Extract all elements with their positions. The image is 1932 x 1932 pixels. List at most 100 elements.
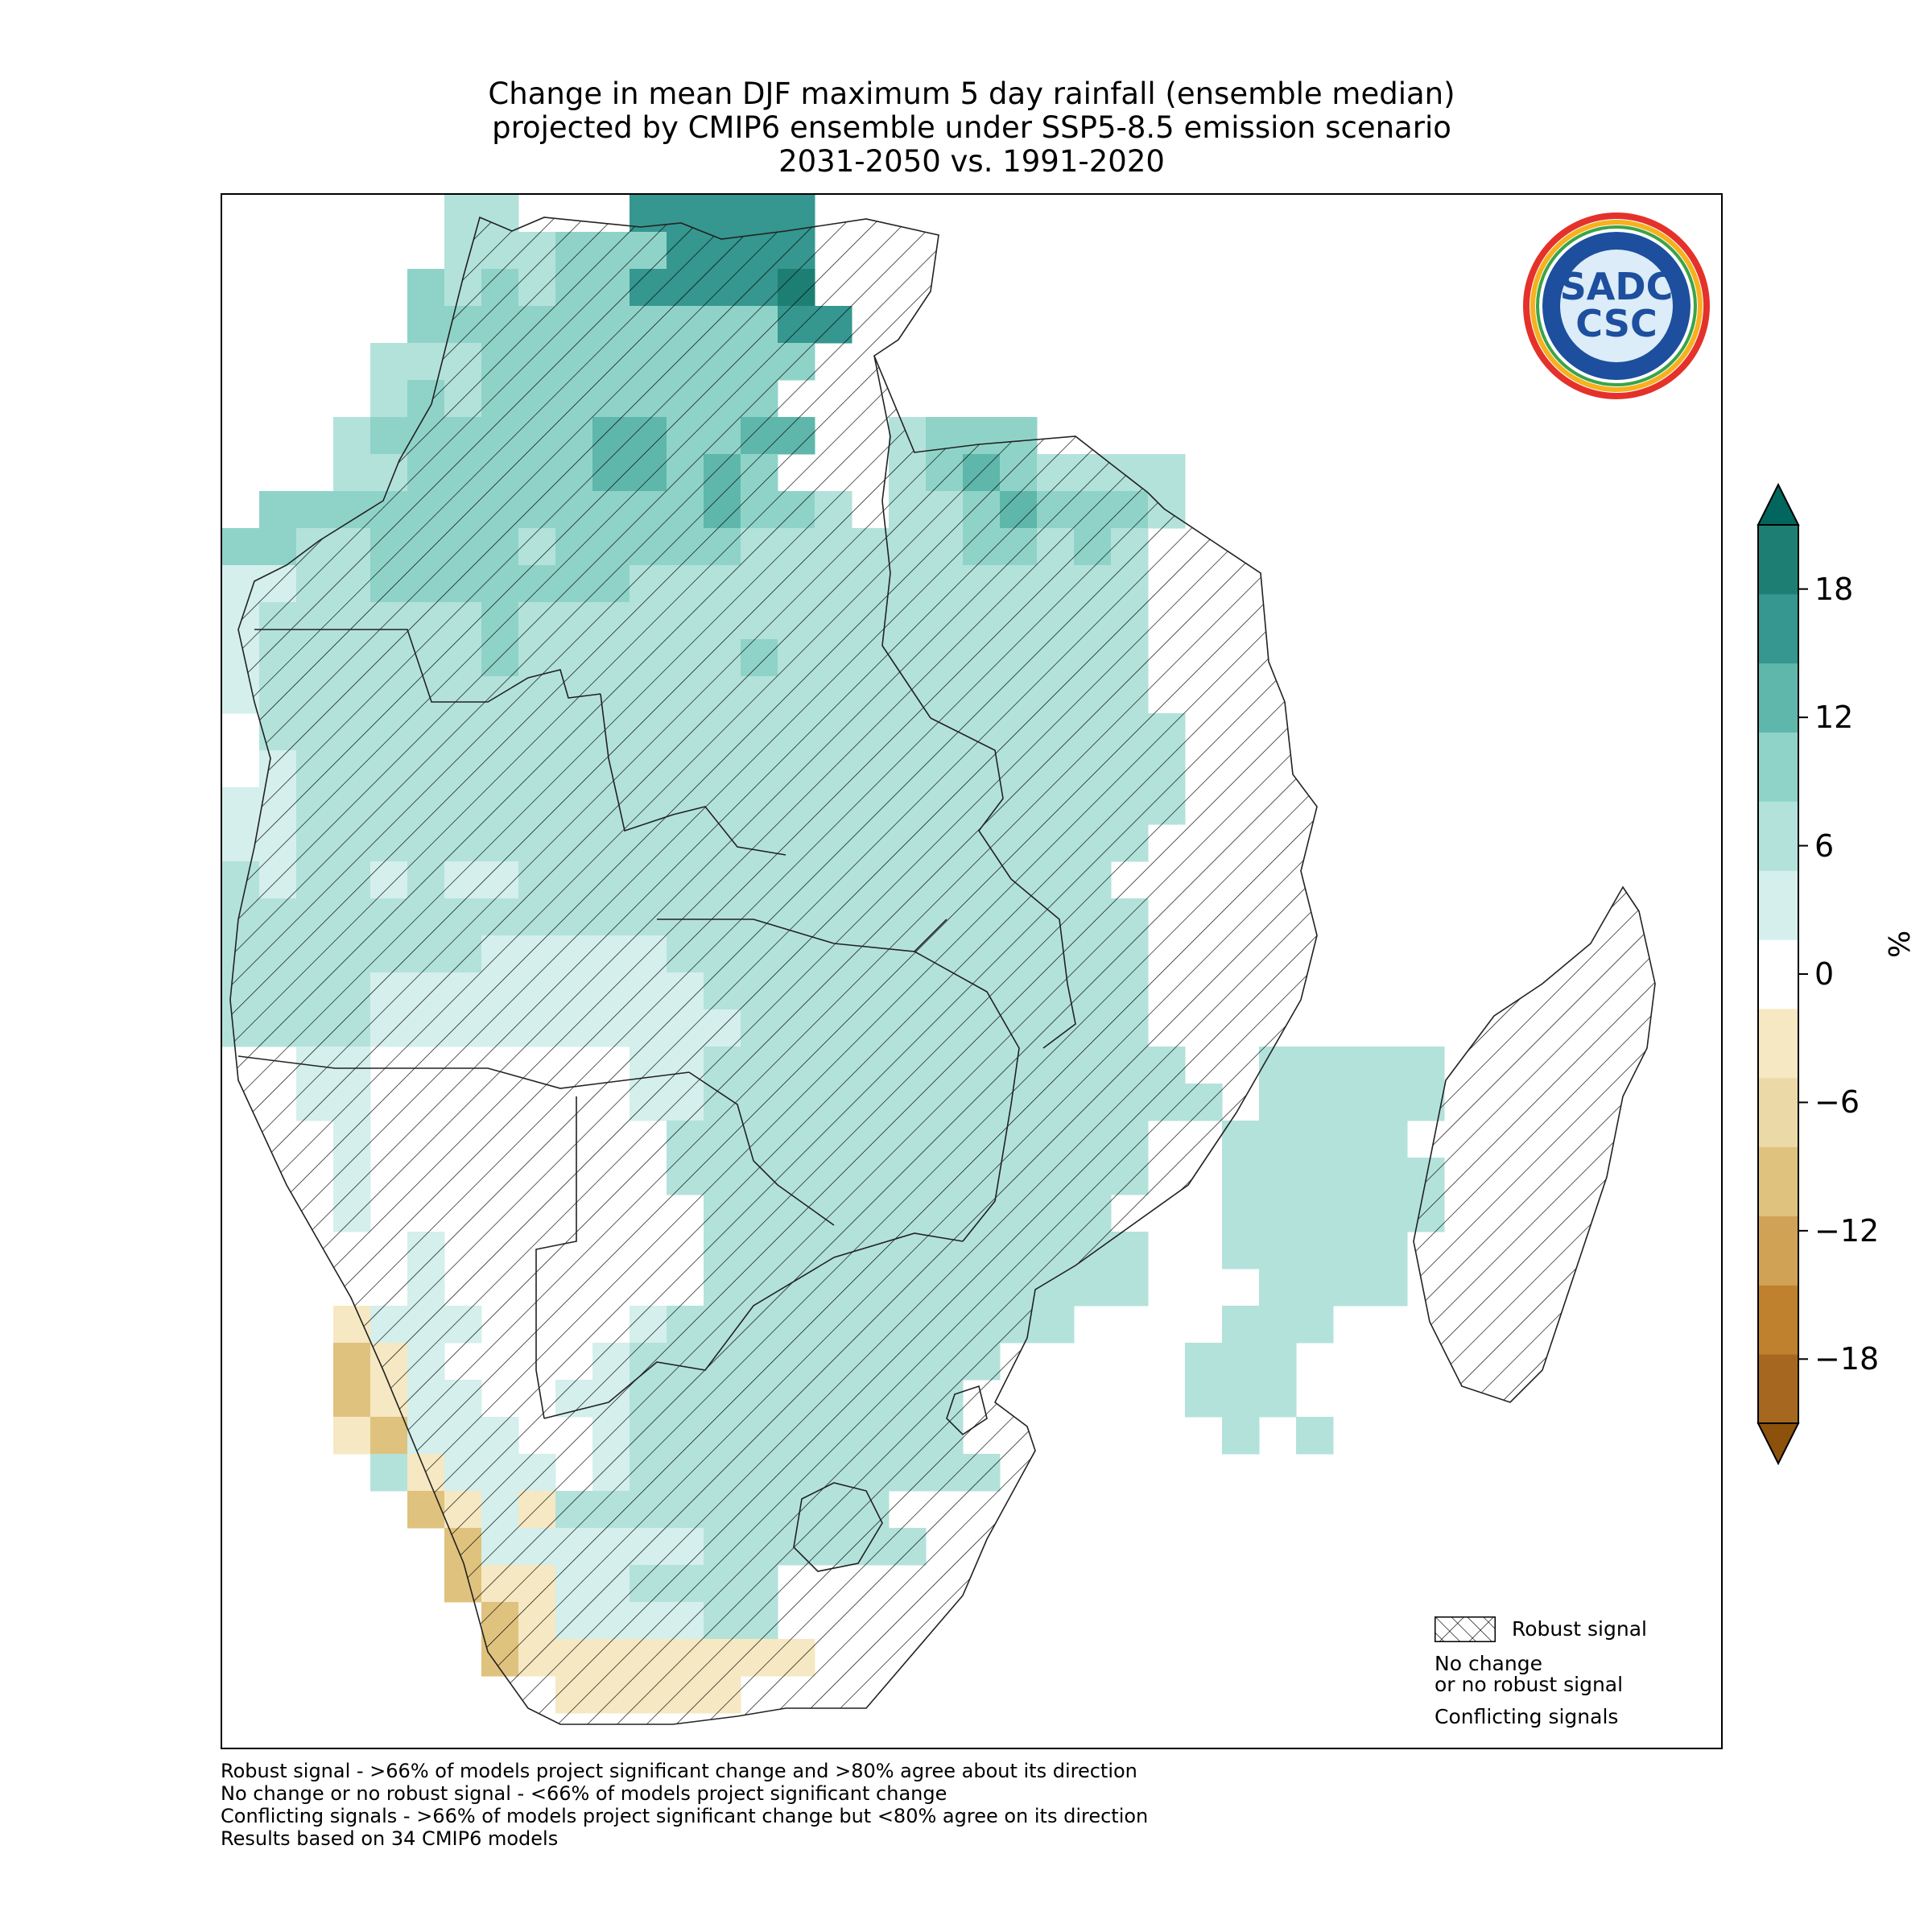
grid-cell [1333,1232,1371,1269]
grid-cell [1333,1121,1371,1158]
grid-cell [1259,1158,1297,1195]
footnote-models: Results based on 34 CMIP6 models [221,1827,559,1850]
legend-label-no-change: No change or no robust signal [1435,1652,1624,1696]
grid-cell [1259,1306,1297,1344]
coastline-mainland [229,216,1318,1725]
grid-cell [222,528,260,566]
colorbar-segment [1758,663,1798,733]
grid-cell [333,1380,371,1418]
border-south-africa-north [543,1232,964,1419]
colorbar-segment [1758,593,1798,664]
border-mozambique-malawi [1010,878,1076,1049]
colorbar-extend-bottom [1757,1422,1800,1465]
grid-cell [370,1417,408,1455]
grid-cell [1222,1158,1260,1195]
eswatini [946,1385,988,1436]
title-line-3: 2031-2050 vs. 1991-2020 [778,144,1165,179]
colorbar-segment [1758,801,1798,871]
grid-cell [1222,1195,1260,1232]
border-drc-zambia [600,693,786,856]
colorbar-segment [1758,1146,1798,1216]
legend-label-conflicting: Conflicting signals [1435,1705,1619,1728]
grid-cell [259,528,297,566]
colorbar-segment [1758,1354,1798,1424]
grid-cell [1370,1269,1408,1307]
grid-cell [1111,1269,1149,1307]
colorbar-tick-label: 0 [1814,956,1835,992]
no-robust-signal-hatching [230,217,1655,1724]
colorbar-unit: % [1884,930,1917,958]
colorbar-tick-label: −6 [1814,1084,1860,1121]
grid-cell [1370,1121,1408,1158]
grid-cell [1370,1158,1408,1195]
colorbar-segment [1758,1077,1798,1148]
grid-cell [407,269,445,307]
grid-cell [1333,1269,1371,1307]
grid-cell [444,195,482,233]
grid-cell [1111,1232,1149,1269]
title-line-2: projected by CMIP6 ensemble under SSP5-8… [492,110,1451,145]
legend-item-no-change: No change or no robust signal [1435,1616,1647,1696]
grid-cell [370,417,408,455]
colorbar-segment [1758,1216,1798,1286]
country-borders [229,216,1656,1725]
colorbar-tick-label: −12 [1814,1212,1880,1249]
grid-cell [1222,1306,1260,1344]
chart-title: Change in mean DJF maximum 5 day rainfal… [221,77,1723,179]
grid-cell [333,454,371,492]
colorbar-segment [1758,732,1798,802]
border-angola-drc [254,629,601,703]
grid-cell [1296,1417,1334,1455]
footnote-conflicting: Conflicting signals - >66% of models pro… [221,1805,1149,1827]
grid-cell [407,306,445,344]
grid-cell [1296,1158,1334,1195]
colorbar-tick-label: −18 [1814,1341,1880,1377]
grid-cell [1333,1046,1371,1084]
legend-label-robust: Robust signal [1512,1617,1647,1641]
madagascar [1413,886,1656,1403]
border-namibia-angola [237,1055,690,1089]
border-mozambique-zimbabwe [914,951,1020,1242]
logo-sadc-text: SADC [1560,265,1674,308]
grid-cell [1222,1343,1260,1381]
grid-cell [1407,1046,1445,1084]
grid-cell [1296,1232,1334,1269]
grid-cell [1222,1232,1260,1269]
border-drc-tanzania [873,355,931,719]
map-svg [222,195,1656,1725]
footnotes: Robust signal - >66% of models project s… [221,1760,1148,1850]
grid-cell [1037,1306,1075,1344]
grid-cell [370,1454,408,1492]
border-zambia-malawi [930,717,1012,880]
grid-cell [1370,1195,1408,1232]
grid-cell [296,491,334,529]
grid-cell [1259,1380,1297,1418]
colorbar-segment [1758,939,1798,1009]
grid-cell [1259,1343,1297,1381]
grid-cell [1185,1343,1223,1381]
grid-cell [1296,1084,1334,1121]
grid-cell [1259,1269,1297,1307]
colorbar-segment [1758,1285,1798,1355]
grid-cell [778,195,815,233]
logo-csc-text: CSC [1575,302,1657,345]
border-botswana-zimbabwe [688,1071,835,1226]
grid-cell [333,1417,371,1455]
border-zambia-zimbabwe [657,919,947,952]
footnote-no-change: No change or no robust signal - <66% of … [221,1782,947,1805]
grid-cell [1222,1121,1260,1158]
grid-cell [222,787,260,825]
grid-cell [259,491,297,529]
grid-cell [1259,1232,1297,1269]
hatch-mainland [230,217,1317,1724]
colorbar-segments [1757,483,1800,1465]
grid-cell [1370,1084,1408,1121]
grid-cell [1296,1306,1334,1344]
colorbar-extend-top [1757,483,1800,526]
colorbar-tick-label: 6 [1814,828,1835,864]
grid-cell [1296,1121,1334,1158]
grid-cell [1259,1121,1297,1158]
title-line-1: Change in mean DJF maximum 5 day rainfal… [488,76,1455,111]
grid-cell [1222,1380,1260,1418]
legend-item-robust: Robust signal [1435,1616,1647,1642]
